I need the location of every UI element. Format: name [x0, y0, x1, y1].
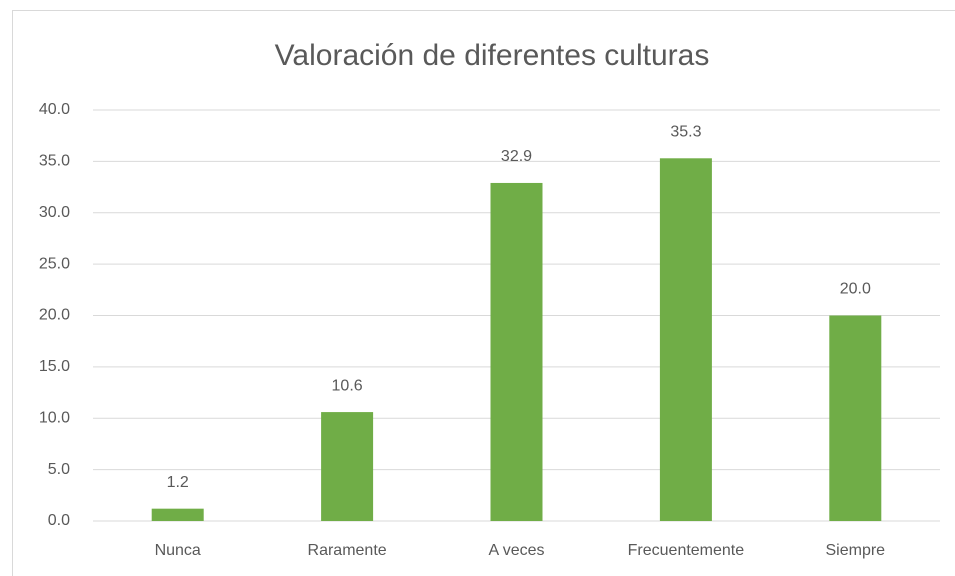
y-tick-label: 40.0	[39, 101, 70, 118]
y-tick-label: 30.0	[39, 204, 70, 221]
bar	[490, 182, 543, 521]
y-tick-label: 10.0	[39, 409, 70, 426]
bar	[829, 315, 882, 521]
x-tick-label: Siempre	[826, 542, 886, 559]
y-tick-label: 0.0	[48, 512, 70, 529]
chart-title: Valoración de diferentes culturas	[275, 39, 710, 72]
bar	[659, 158, 712, 522]
y-tick-label: 35.0	[39, 153, 70, 170]
bar	[321, 412, 374, 521]
data-label: 32.9	[501, 148, 532, 165]
data-label: 1.2	[167, 474, 189, 491]
y-tick-label: 5.0	[48, 461, 70, 478]
x-tick-label: Raramente	[308, 542, 387, 559]
data-label: 20.0	[840, 281, 871, 298]
y-tick-label: 20.0	[39, 307, 70, 324]
x-tick-label: A veces	[488, 542, 544, 559]
x-tick-label: Frecuentemente	[628, 542, 745, 559]
x-tick-label: Nunca	[155, 542, 201, 559]
y-tick-label: 25.0	[39, 255, 70, 272]
chart-frame	[12, 10, 955, 576]
bar	[151, 508, 204, 521]
data-label: 35.3	[670, 124, 701, 141]
data-label: 10.6	[332, 377, 363, 394]
y-tick-label: 15.0	[39, 358, 70, 375]
